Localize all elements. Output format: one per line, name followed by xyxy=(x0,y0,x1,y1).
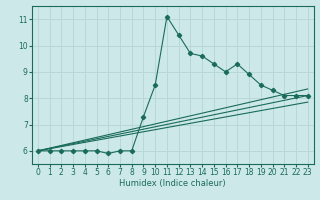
X-axis label: Humidex (Indice chaleur): Humidex (Indice chaleur) xyxy=(119,179,226,188)
